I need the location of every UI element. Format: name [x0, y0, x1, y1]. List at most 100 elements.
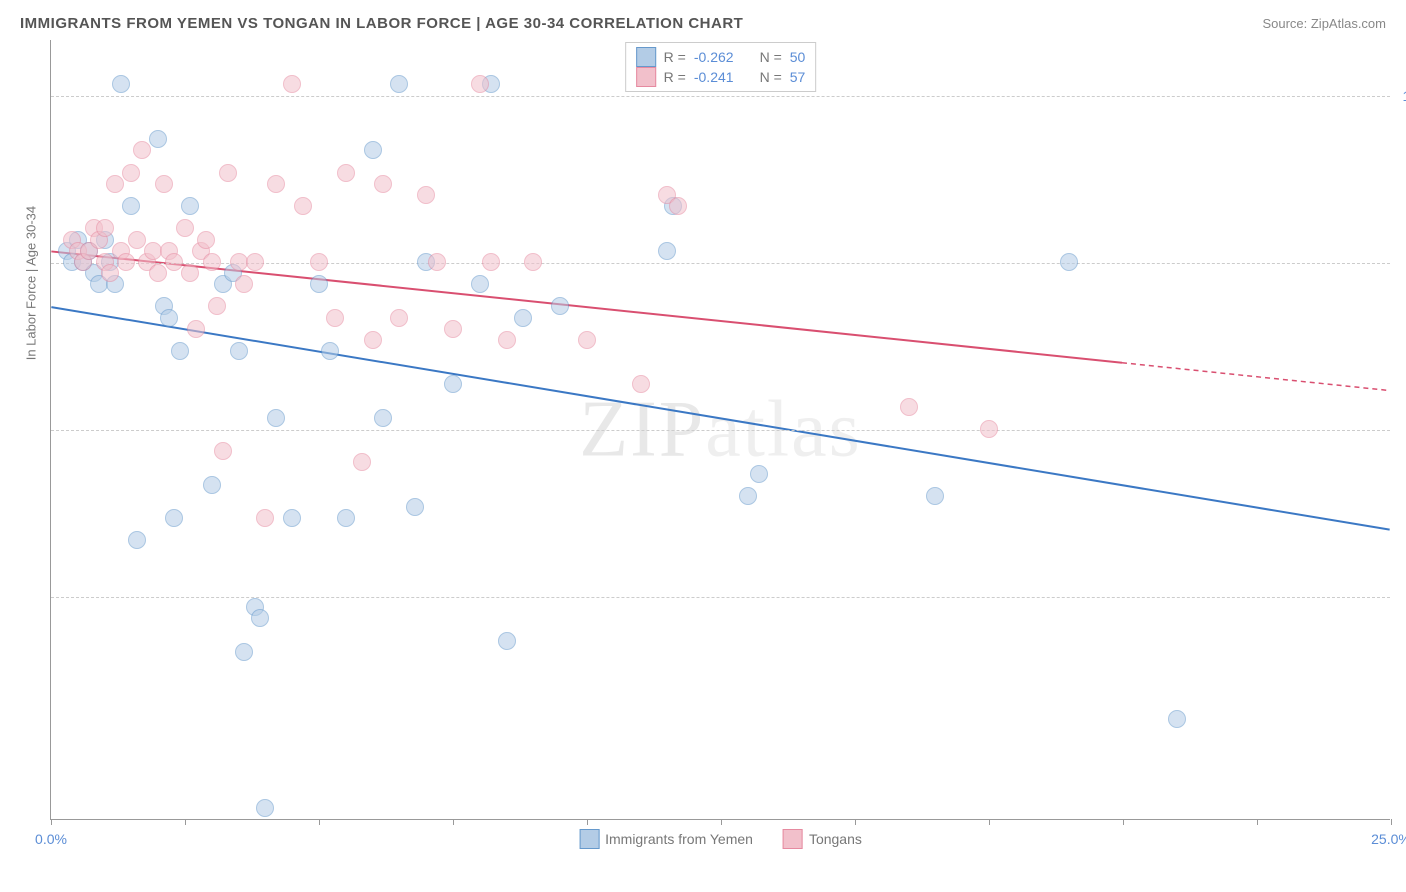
correlation-chart: ZIPatlas In Labor Force | Age 30-34 R = … [50, 40, 1390, 820]
legend-item-tongan: Tongans [783, 829, 862, 849]
swatch-yemen-bottom [579, 829, 599, 849]
scatter-point [128, 531, 146, 549]
scatter-point [283, 75, 301, 93]
scatter-point [246, 253, 264, 271]
scatter-point [374, 409, 392, 427]
scatter-point [364, 141, 382, 159]
scatter-point [256, 509, 274, 527]
y-tick-label: 100.0% [1403, 88, 1406, 104]
scatter-point [514, 309, 532, 327]
scatter-point [181, 197, 199, 215]
scatter-point [337, 164, 355, 182]
x-tick-mark [1123, 819, 1124, 825]
scatter-point [267, 409, 285, 427]
scatter-point [112, 75, 130, 93]
chart-header: IMMIGRANTS FROM YEMEN VS TONGAN IN LABOR… [20, 15, 1386, 32]
scatter-point [197, 231, 215, 249]
scatter-point [353, 453, 371, 471]
scatter-point [187, 320, 205, 338]
scatter-point [498, 331, 516, 349]
x-tick-mark [319, 819, 320, 825]
x-tick-mark [989, 819, 990, 825]
scatter-point [122, 164, 140, 182]
scatter-point [482, 253, 500, 271]
chart-title: IMMIGRANTS FROM YEMEN VS TONGAN IN LABOR… [20, 15, 743, 32]
scatter-point [283, 509, 301, 527]
scatter-point [428, 253, 446, 271]
scatter-point [133, 141, 151, 159]
scatter-point [117, 253, 135, 271]
scatter-point [326, 309, 344, 327]
scatter-point [310, 275, 328, 293]
scatter-point [900, 398, 918, 416]
scatter-point [669, 197, 687, 215]
scatter-point [578, 331, 596, 349]
stats-row-tongan: R = -0.241 N = 57 [636, 67, 806, 87]
x-tick-mark [185, 819, 186, 825]
gridline [51, 96, 1390, 97]
x-tick-mark [587, 819, 588, 825]
scatter-point [251, 609, 269, 627]
scatter-point [551, 297, 569, 315]
scatter-point [750, 465, 768, 483]
scatter-point [219, 164, 237, 182]
x-tick-mark [721, 819, 722, 825]
scatter-point [294, 197, 312, 215]
scatter-point [374, 175, 392, 193]
scatter-point [444, 375, 462, 393]
x-tick-label: 0.0% [35, 831, 67, 847]
scatter-point [181, 264, 199, 282]
swatch-tongan-bottom [783, 829, 803, 849]
scatter-point [256, 799, 274, 817]
scatter-point [155, 175, 173, 193]
scatter-point [471, 75, 489, 93]
scatter-point [1168, 710, 1186, 728]
scatter-point [149, 264, 167, 282]
scatter-point [235, 643, 253, 661]
scatter-point [1060, 253, 1078, 271]
scatter-point [214, 442, 232, 460]
scatter-point [101, 264, 119, 282]
x-tick-mark [855, 819, 856, 825]
series-legend: Immigrants from Yemen Tongans [579, 829, 862, 849]
x-tick-mark [453, 819, 454, 825]
swatch-yemen [636, 47, 656, 67]
x-tick-label: 25.0% [1371, 831, 1406, 847]
scatter-point [149, 130, 167, 148]
y-axis-label: In Labor Force | Age 30-34 [24, 205, 39, 359]
scatter-point [926, 487, 944, 505]
scatter-point [406, 498, 424, 516]
source-label: Source: ZipAtlas.com [1262, 16, 1386, 31]
scatter-point [980, 420, 998, 438]
scatter-point [524, 253, 542, 271]
scatter-point [498, 632, 516, 650]
scatter-point [106, 175, 124, 193]
scatter-point [444, 320, 462, 338]
scatter-point [632, 375, 650, 393]
x-tick-mark [51, 819, 52, 825]
scatter-point [310, 253, 328, 271]
scatter-point [96, 219, 114, 237]
scatter-point [364, 331, 382, 349]
gridline [51, 430, 1390, 431]
scatter-point [165, 509, 183, 527]
scatter-point [390, 75, 408, 93]
scatter-point [165, 253, 183, 271]
scatter-point [471, 275, 489, 293]
stats-legend: R = -0.262 N = 50 R = -0.241 N = 57 [625, 42, 817, 92]
scatter-point [160, 309, 178, 327]
scatter-point [235, 275, 253, 293]
scatter-point [739, 487, 757, 505]
scatter-point [128, 231, 146, 249]
source-link[interactable]: ZipAtlas.com [1311, 16, 1386, 31]
scatter-point [122, 197, 140, 215]
scatter-point [176, 219, 194, 237]
scatter-point [417, 186, 435, 204]
legend-item-yemen: Immigrants from Yemen [579, 829, 753, 849]
scatter-point [658, 242, 676, 260]
x-tick-mark [1391, 819, 1392, 825]
stats-row-yemen: R = -0.262 N = 50 [636, 47, 806, 67]
scatter-point [321, 342, 339, 360]
swatch-tongan [636, 67, 656, 87]
x-tick-mark [1257, 819, 1258, 825]
